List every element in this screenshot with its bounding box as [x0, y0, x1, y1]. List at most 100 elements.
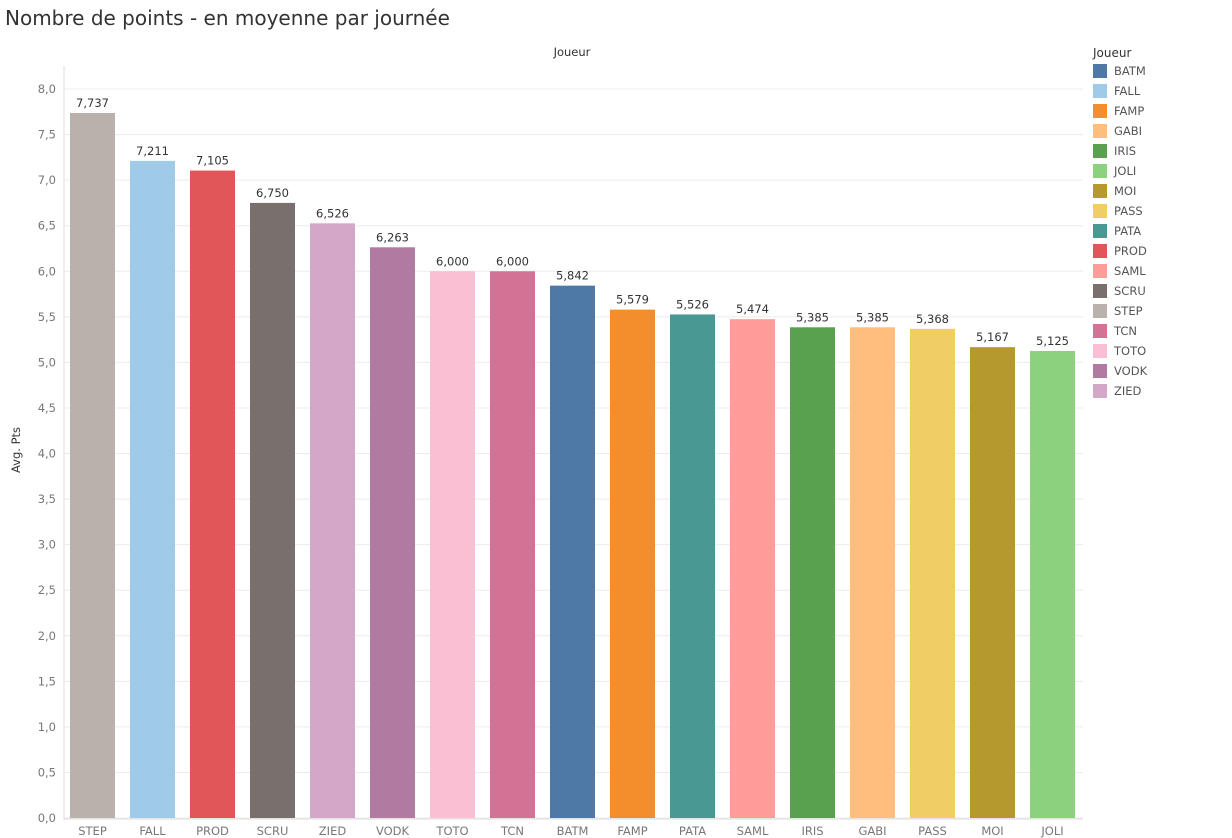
legend-item-scru[interactable]: SCRU: [1093, 281, 1228, 301]
value-label: 5,474: [736, 302, 769, 316]
legend-label: PASS: [1114, 204, 1143, 218]
legend-swatch: [1093, 244, 1107, 258]
legend-swatch: [1093, 324, 1107, 338]
chart-title: Nombre de points - en moyenne par journé…: [5, 6, 450, 30]
legend-item-moi[interactable]: MOI: [1093, 181, 1228, 201]
value-label: 5,579: [616, 293, 649, 307]
bar-toto[interactable]: [430, 271, 475, 818]
legend-item-pata[interactable]: PATA: [1093, 221, 1228, 241]
y-axis-ticks: 0,0 0,5 1,0 1,5 2,0 2,5 3,0 3,5 4,0 4,5 5,0 5,5 6,0 6…: [38, 82, 56, 825]
legend-swatch: [1093, 264, 1107, 278]
y-tick-label: 4,5: [38, 401, 56, 415]
bar-batm[interactable]: [550, 285, 595, 819]
x-tick-label: TOTO: [435, 824, 468, 838]
bar-vodk[interactable]: [370, 247, 415, 818]
x-tick-label: VODK: [376, 824, 410, 838]
x-tick-label: PASS: [918, 824, 947, 838]
legend-label: TOTO: [1114, 344, 1147, 358]
legend-label: BATM: [1114, 64, 1146, 78]
y-tick-label: 8,0: [38, 82, 56, 96]
legend-item-joli[interactable]: JOLI: [1093, 161, 1228, 181]
x-tick-label: SCRU: [257, 824, 289, 838]
legend-label: GABI: [1114, 124, 1143, 138]
value-label: 7,737: [76, 96, 109, 110]
y-tick-label: 5,5: [38, 310, 56, 324]
value-label: 6,526: [316, 206, 349, 220]
y-tick-label: 3,0: [38, 538, 56, 552]
bar-gabi[interactable]: [850, 327, 895, 818]
bar-saml[interactable]: [730, 319, 775, 818]
value-label: 5,368: [916, 312, 949, 326]
bar-famp[interactable]: [610, 309, 655, 818]
legend-label: SAML: [1114, 264, 1146, 278]
y-tick-label: 6,5: [38, 219, 56, 233]
y-tick-label: 7,0: [38, 173, 56, 187]
legend-item-zied[interactable]: ZIED: [1093, 381, 1228, 401]
legend-swatch: [1093, 104, 1107, 118]
bar-tcn[interactable]: [490, 271, 535, 818]
legend-label: IRIS: [1114, 144, 1137, 158]
legend-label: SCRU: [1114, 284, 1146, 298]
x-tick-label: STEP: [78, 824, 107, 838]
legend-swatch: [1093, 364, 1107, 378]
legend-swatch: [1093, 64, 1107, 78]
value-label: 6,750: [256, 186, 289, 200]
legend-item-step[interactable]: STEP: [1093, 301, 1228, 321]
legend-swatch: [1093, 224, 1107, 238]
legend-items: BATM FALL FAMP GABI IRIS JOLI MOI PASS PATA PROD S…: [1093, 61, 1228, 401]
legend-item-famp[interactable]: FAMP: [1093, 101, 1228, 121]
x-tick-label: MOI: [981, 824, 1003, 838]
bar-pass[interactable]: [910, 328, 955, 818]
legend-item-tcn[interactable]: TCN: [1093, 321, 1228, 341]
y-tick-label: 2,0: [38, 629, 56, 643]
bar-step[interactable]: [70, 112, 115, 818]
value-label: 6,000: [496, 254, 529, 268]
bar-moi[interactable]: [970, 347, 1015, 818]
legend-swatch: [1093, 384, 1107, 398]
x-tick-label: FALL: [139, 824, 166, 838]
y-tick-label: 1,0: [38, 720, 56, 734]
legend-item-saml[interactable]: SAML: [1093, 261, 1228, 281]
bar-iris[interactable]: [790, 327, 835, 818]
bars: [70, 112, 1075, 819]
legend-item-pass[interactable]: PASS: [1093, 201, 1228, 221]
legend-item-gabi[interactable]: GABI: [1093, 121, 1228, 141]
bar-fall[interactable]: [130, 160, 175, 818]
bar-scru[interactable]: [250, 202, 295, 818]
y-tick-label: 0,5: [38, 765, 56, 779]
y-tick-label: 5,0: [38, 355, 56, 369]
bar-joli[interactable]: [1030, 350, 1075, 818]
legend-swatch: [1093, 344, 1107, 358]
value-label: 7,105: [196, 154, 229, 168]
legend-swatch: [1093, 304, 1107, 318]
bar-zied[interactable]: [310, 223, 355, 819]
legend-swatch: [1093, 204, 1107, 218]
legend-swatch: [1093, 284, 1107, 298]
legend-item-fall[interactable]: FALL: [1093, 81, 1228, 101]
x-tick-label: IRIS: [801, 824, 823, 838]
y-tick-label: 4,0: [38, 447, 56, 461]
x-tick-label: GABI: [858, 824, 886, 838]
x-tick-label: SAML: [737, 824, 769, 838]
legend-item-toto[interactable]: TOTO: [1093, 341, 1228, 361]
legend-item-iris[interactable]: IRIS: [1093, 141, 1228, 161]
x-tick-label: FAMP: [617, 824, 647, 838]
value-labels: 7,737 7,211 7,105 6,750 6,526 6,263 6,000 6,000…: [76, 96, 1069, 348]
legend-label: PATA: [1114, 224, 1142, 238]
legend-label: PROD: [1114, 244, 1147, 258]
bar-pata[interactable]: [670, 314, 715, 818]
legend-item-batm[interactable]: BATM: [1093, 61, 1228, 81]
legend-label: FAMP: [1114, 104, 1145, 118]
legend-swatch: [1093, 124, 1107, 138]
x-tick-label: JOLI: [1040, 824, 1063, 838]
x-tick-label: PROD: [196, 824, 229, 838]
legend-item-vodk[interactable]: VODK: [1093, 361, 1228, 381]
x-tick-label: TCN: [500, 824, 524, 838]
legend-item-prod[interactable]: PROD: [1093, 241, 1228, 261]
column-header: Joueur: [553, 45, 591, 59]
x-tick-label: BATM: [557, 824, 589, 838]
legend-swatch: [1093, 184, 1107, 198]
y-tick-label: 6,0: [38, 264, 56, 278]
bar-prod[interactable]: [190, 170, 235, 818]
value-label: 5,167: [976, 330, 1009, 344]
